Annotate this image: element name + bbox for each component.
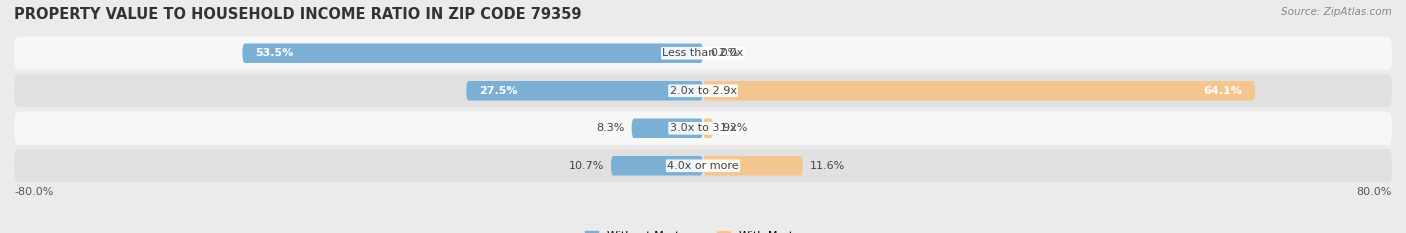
FancyBboxPatch shape [14,37,1392,70]
FancyBboxPatch shape [703,119,713,138]
FancyBboxPatch shape [703,81,1256,100]
Legend: Without Mortgage, With Mortgage: Without Mortgage, With Mortgage [581,226,825,233]
FancyBboxPatch shape [631,119,703,138]
Text: 1.2%: 1.2% [720,123,748,133]
Text: 10.7%: 10.7% [568,161,605,171]
FancyBboxPatch shape [610,156,703,175]
Text: 8.3%: 8.3% [596,123,624,133]
Text: -80.0%: -80.0% [14,187,53,197]
FancyBboxPatch shape [14,112,1392,145]
FancyBboxPatch shape [14,149,1392,182]
Text: 27.5%: 27.5% [479,86,517,96]
Text: Source: ZipAtlas.com: Source: ZipAtlas.com [1281,7,1392,17]
Text: PROPERTY VALUE TO HOUSEHOLD INCOME RATIO IN ZIP CODE 79359: PROPERTY VALUE TO HOUSEHOLD INCOME RATIO… [14,7,582,22]
Text: Less than 2.0x: Less than 2.0x [662,48,744,58]
Text: 53.5%: 53.5% [256,48,294,58]
Text: 3.0x to 3.9x: 3.0x to 3.9x [669,123,737,133]
Text: 0.0%: 0.0% [710,48,738,58]
Text: 11.6%: 11.6% [810,161,845,171]
Text: 4.0x or more: 4.0x or more [668,161,738,171]
Text: 64.1%: 64.1% [1204,86,1241,96]
FancyBboxPatch shape [467,81,703,100]
Text: 2.0x to 2.9x: 2.0x to 2.9x [669,86,737,96]
FancyBboxPatch shape [14,74,1392,107]
FancyBboxPatch shape [703,156,803,175]
Text: 80.0%: 80.0% [1357,187,1392,197]
FancyBboxPatch shape [242,44,703,63]
